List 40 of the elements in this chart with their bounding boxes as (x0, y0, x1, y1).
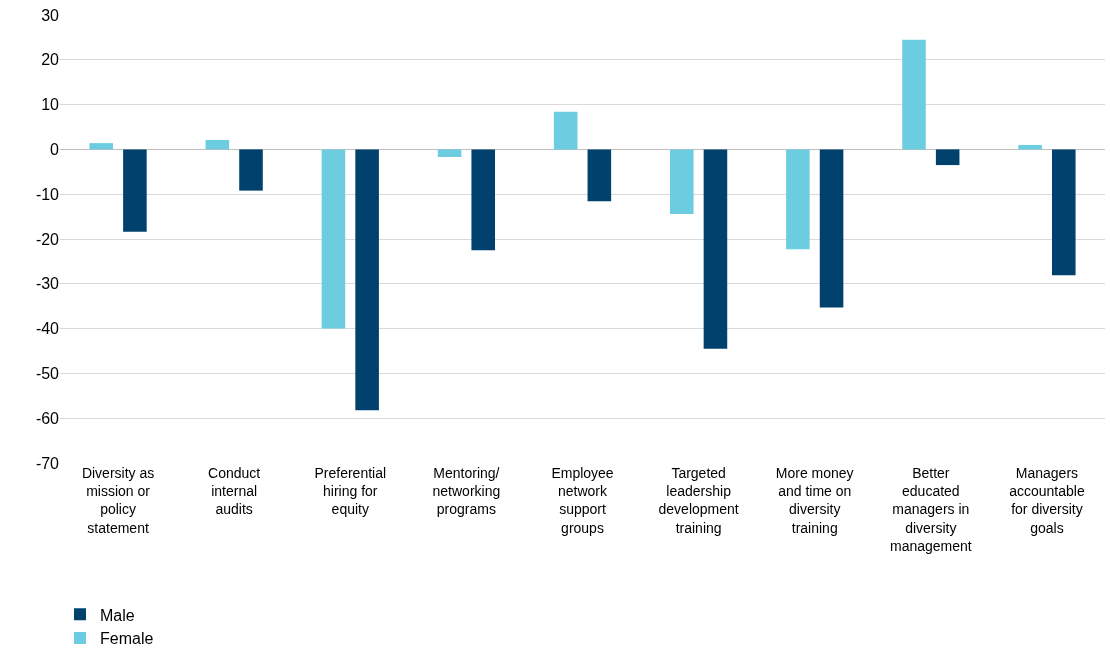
y-tick-label: -30 (35, 275, 60, 293)
y-tick-label: -50 (35, 365, 60, 382)
x-tick-label: Better educated managers in diversity management (889, 465, 972, 554)
x-tick-label: Targeted leadership development training (658, 465, 739, 536)
bar (587, 149, 612, 202)
bar (1018, 144, 1042, 150)
bar (1052, 149, 1076, 276)
y-tick-label: 30 (41, 6, 60, 24)
bar (437, 149, 462, 158)
x-tick-label: Managers accountable for diversity goals (1009, 465, 1085, 536)
bar (786, 149, 810, 250)
legend-label: Male (100, 606, 135, 624)
x-tick-label: Preferential hiring for equity (314, 465, 387, 518)
x-tick-label: Conduct internal audits (208, 465, 261, 518)
bar (669, 149, 694, 214)
bar (902, 39, 926, 150)
y-tick-label: 10 (41, 96, 60, 114)
bar (935, 149, 960, 166)
x-tick-label: Employee network support groups (551, 465, 614, 536)
y-tick-label: -10 (35, 185, 60, 203)
x-tick-label: Diversity as mission or policy statement (81, 465, 155, 536)
y-tick-label: 0 (50, 141, 60, 158)
bar (703, 149, 728, 349)
bar (321, 149, 346, 329)
bar (553, 111, 578, 150)
bar (89, 143, 113, 150)
bar (123, 149, 147, 232)
y-tick-label: 20 (41, 51, 60, 69)
bar (239, 149, 263, 191)
x-tick-label: More money and time on diversity training (775, 465, 854, 536)
y-tick-label: -70 (35, 454, 60, 472)
y-tick-label: -40 (35, 320, 60, 338)
legend-label: Female (100, 630, 154, 648)
bar (471, 149, 496, 251)
y-tick-label: -60 (35, 409, 60, 427)
y-tick-label: -20 (35, 230, 60, 248)
bar (819, 149, 844, 308)
bar (205, 139, 230, 150)
bar (355, 149, 379, 411)
x-tick-label: Mentoring/networking programs (432, 465, 501, 518)
